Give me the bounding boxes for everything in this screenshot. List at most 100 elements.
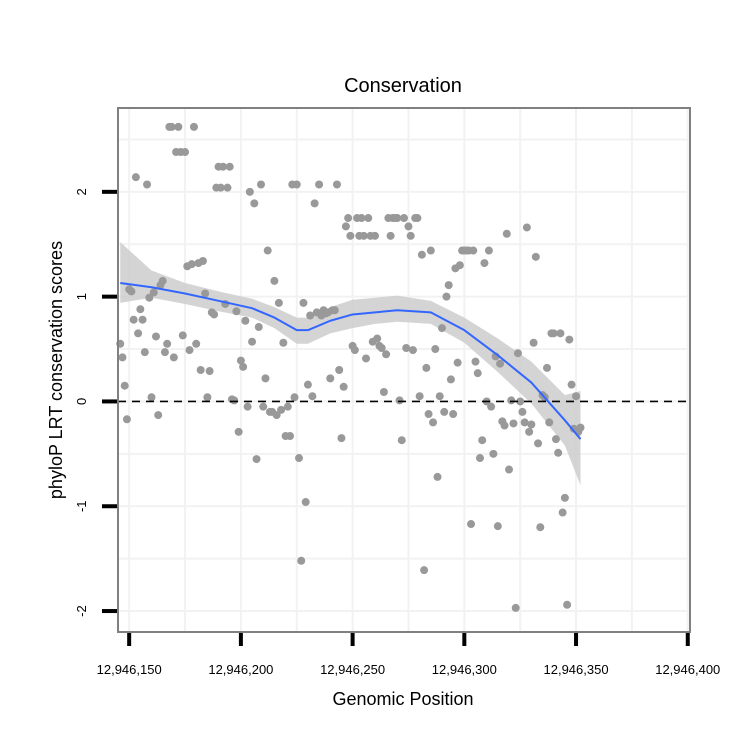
data-point	[306, 311, 315, 320]
data-point	[219, 162, 228, 171]
data-point	[413, 214, 422, 223]
data-point	[400, 214, 408, 223]
y-tick-label: 2	[74, 188, 89, 195]
data-point	[286, 432, 295, 441]
data-point	[433, 472, 442, 481]
data-point	[232, 307, 241, 316]
data-point	[181, 148, 190, 157]
data-point	[341, 222, 350, 231]
data-point	[406, 231, 415, 240]
x-tick-label: 12,946,300	[432, 662, 497, 677]
data-point	[554, 448, 563, 457]
data-point	[263, 246, 272, 255]
data-point	[567, 380, 576, 389]
data-point	[551, 435, 560, 444]
data-point	[440, 407, 449, 416]
data-point	[346, 231, 355, 240]
data-point	[143, 180, 152, 189]
data-point	[145, 293, 154, 302]
data-point	[543, 363, 551, 372]
data-point	[493, 522, 502, 531]
data-point	[205, 367, 214, 376]
data-point	[480, 259, 489, 268]
data-point	[203, 393, 212, 402]
data-point	[471, 357, 480, 366]
data-point	[502, 229, 511, 238]
data-point	[565, 335, 574, 344]
data-point	[294, 454, 303, 463]
data-point	[516, 397, 525, 406]
smooth-line-layer	[120, 282, 582, 440]
panel-border	[117, 107, 691, 633]
data-point	[395, 396, 404, 405]
data-point	[505, 465, 514, 474]
data-point	[243, 402, 252, 411]
data-point	[370, 231, 379, 240]
data-point	[297, 556, 306, 565]
data-point	[283, 402, 292, 411]
data-point	[154, 411, 163, 420]
data-points-layer	[116, 122, 585, 612]
x-tick-label: 12,946,150	[97, 662, 162, 677]
data-point	[274, 298, 283, 307]
data-point	[478, 436, 487, 445]
data-point	[556, 329, 565, 338]
data-point	[420, 566, 429, 575]
chart-title: Conservation	[344, 75, 462, 97]
x-tick-label: 12,946,200	[208, 662, 273, 677]
data-point	[469, 246, 478, 255]
data-point	[279, 338, 288, 347]
data-point	[402, 343, 411, 352]
data-point	[239, 362, 248, 371]
data-point	[196, 366, 205, 374]
data-point	[308, 392, 317, 401]
data-point	[163, 339, 172, 348]
x-axis: 12,946,150 12,946,200 12,946,250 12,946,300…	[97, 633, 720, 677]
data-point	[487, 402, 496, 411]
x-tick-label: 12,946,400	[655, 662, 720, 677]
data-point	[467, 520, 476, 529]
y-tick-label: -1	[74, 500, 89, 512]
data-point	[120, 381, 129, 390]
data-point	[520, 418, 529, 427]
data-point	[290, 393, 299, 402]
data-point	[245, 187, 254, 196]
data-point	[507, 396, 516, 405]
data-point	[223, 183, 232, 192]
data-point	[344, 214, 353, 223]
data-point	[167, 122, 176, 131]
data-point	[484, 246, 493, 255]
data-point	[359, 231, 368, 240]
data-point	[511, 603, 520, 612]
data-point	[527, 420, 536, 429]
data-point	[453, 358, 462, 367]
data-point	[118, 353, 127, 362]
data-point	[529, 338, 538, 347]
x-axis-title: Genomic Position	[332, 689, 473, 709]
data-point	[357, 214, 366, 223]
data-point	[303, 380, 312, 389]
data-point	[301, 498, 310, 507]
data-point	[424, 410, 433, 419]
x-tick-label: 12,946,250	[320, 662, 385, 677]
data-point	[272, 411, 281, 420]
data-point	[158, 276, 167, 285]
data-point	[560, 493, 569, 502]
data-point	[160, 348, 169, 357]
data-point	[563, 600, 572, 609]
data-point	[248, 337, 257, 346]
data-point	[397, 436, 406, 445]
data-point	[225, 162, 234, 171]
data-point	[299, 298, 308, 307]
data-point	[534, 439, 543, 448]
data-point	[335, 366, 344, 374]
data-point	[350, 346, 359, 355]
data-point	[127, 287, 136, 296]
data-point	[332, 180, 341, 189]
data-point	[518, 407, 527, 416]
data-point	[241, 316, 250, 325]
data-point	[178, 331, 187, 340]
data-point	[149, 288, 158, 297]
data-point	[257, 180, 265, 189]
